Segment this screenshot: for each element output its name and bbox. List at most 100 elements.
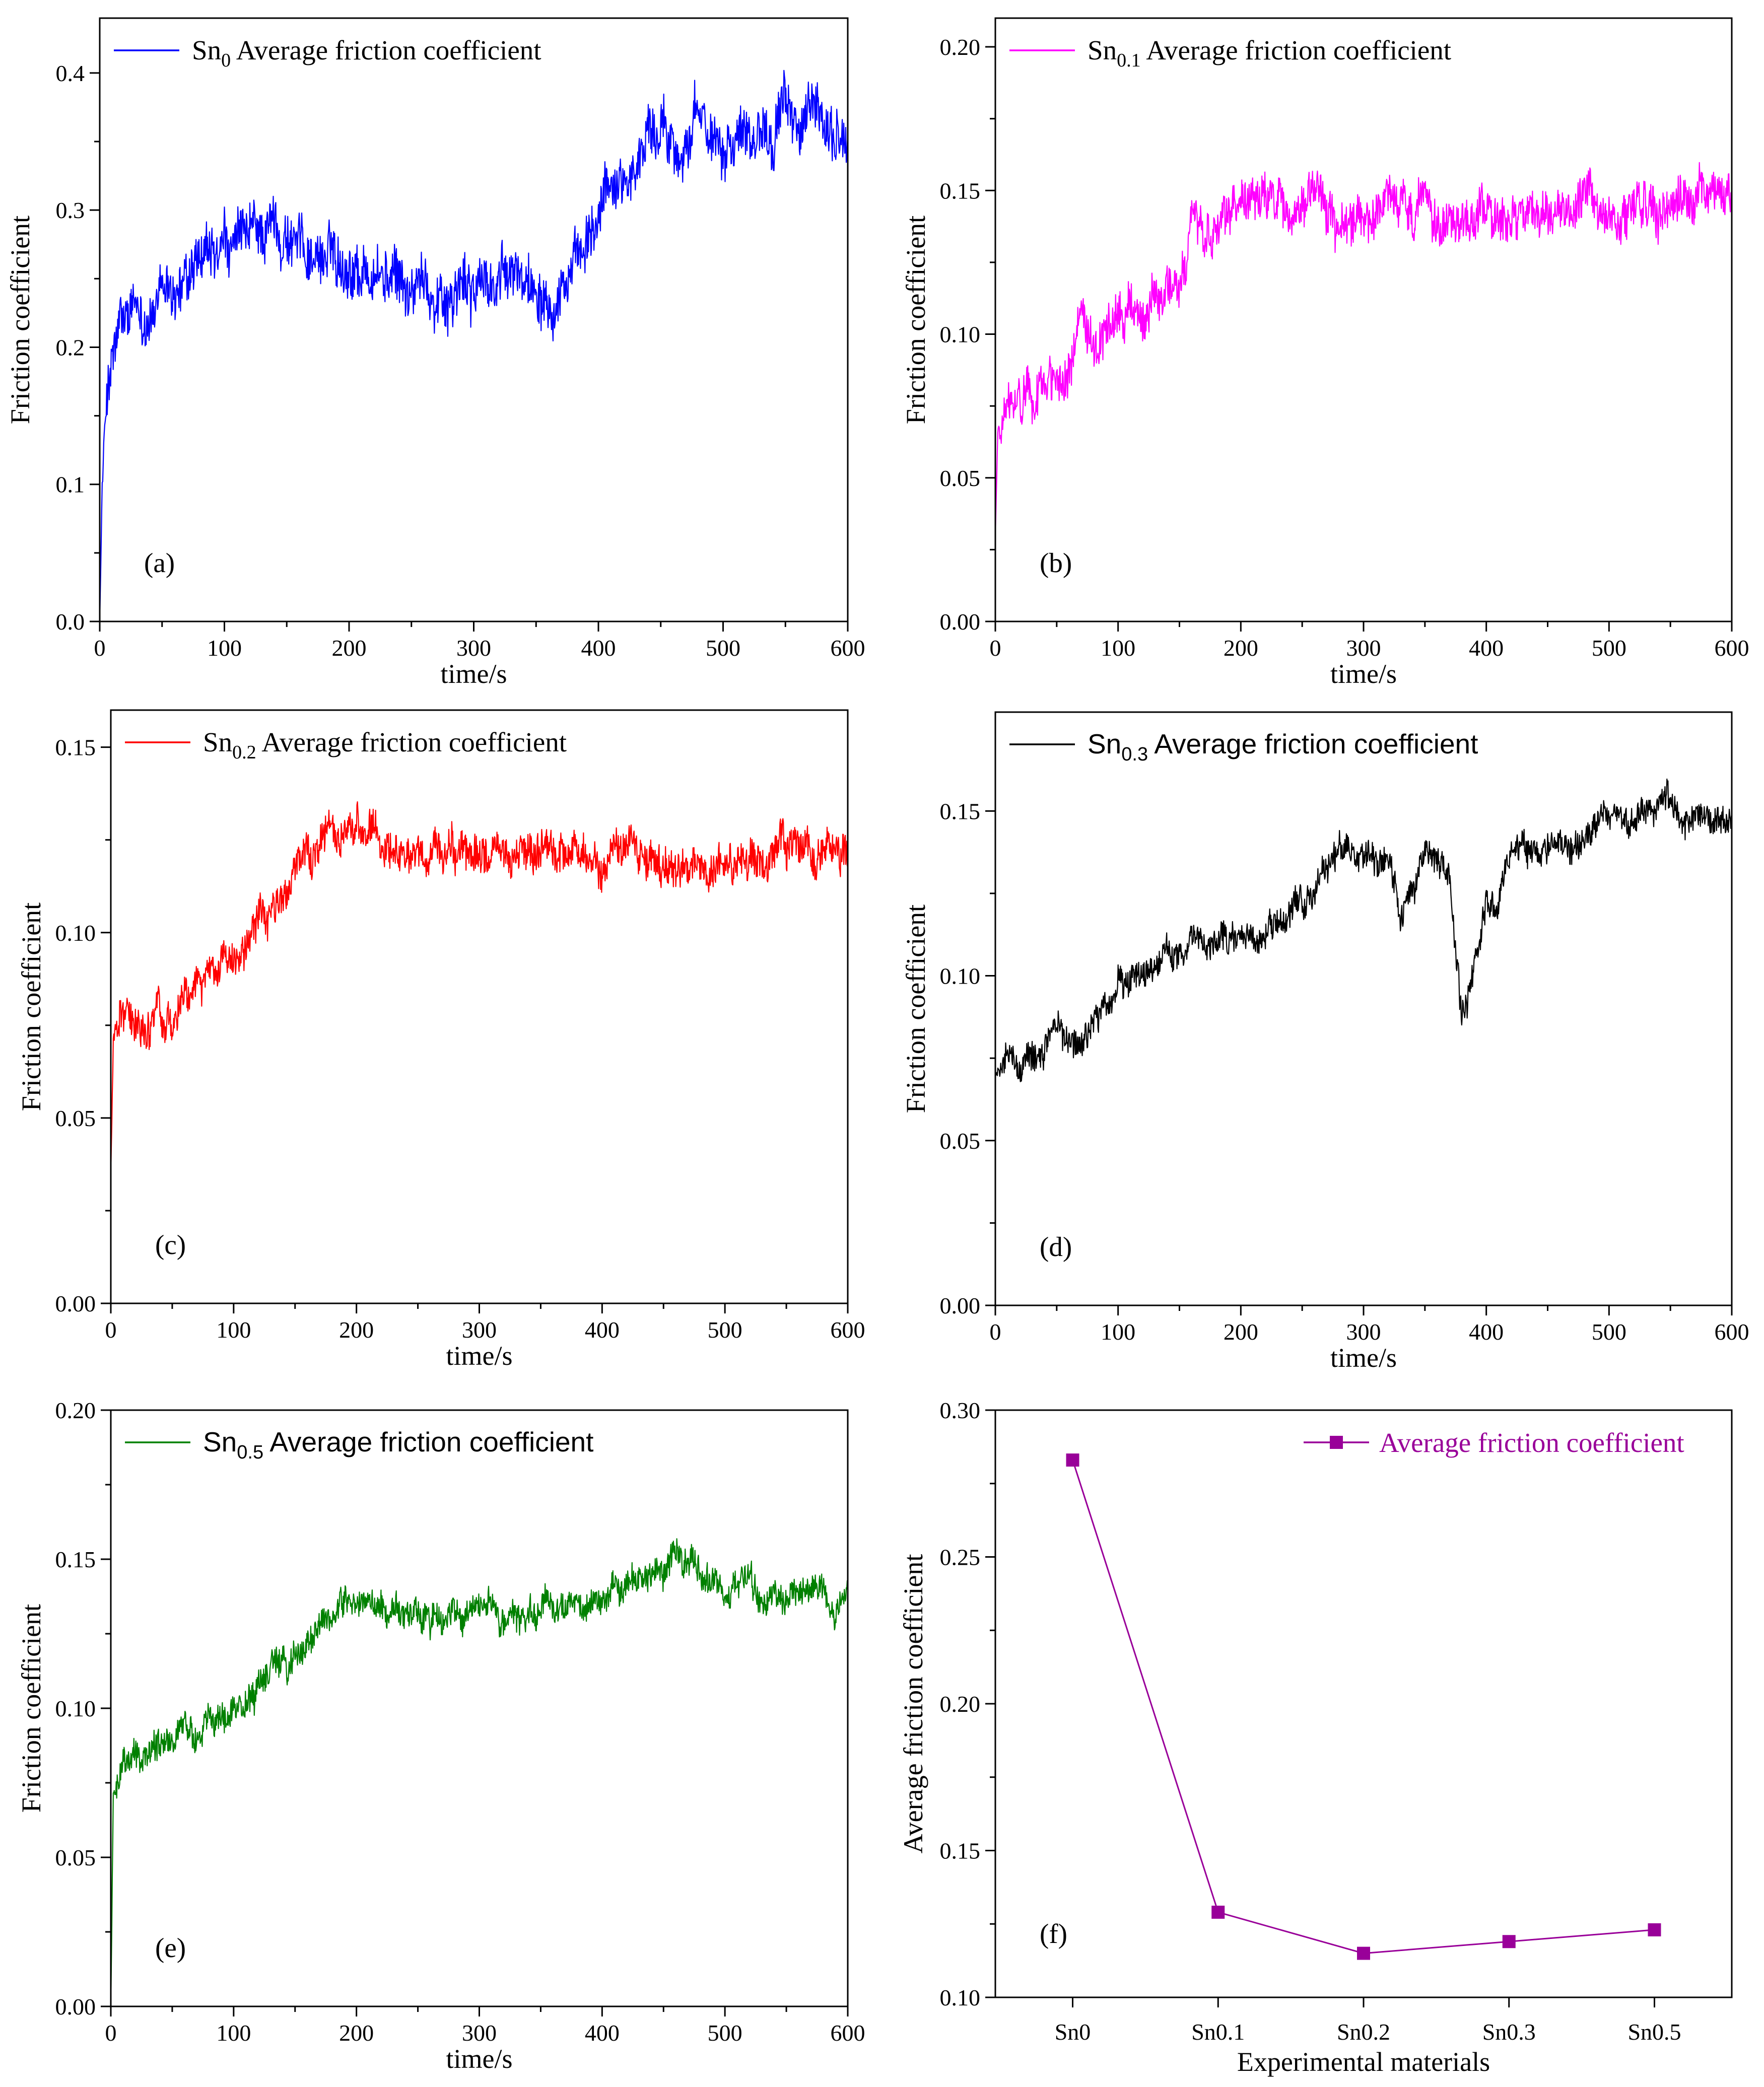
y-tick-label-e: 0.15 [55,1547,96,1572]
y-axis-label-f: Average friction coefficient [898,1554,928,1854]
legend-label-c: Sn0.2 Average friction coefficient [203,727,567,763]
series-line-d [995,778,1733,1082]
y-tick-label-e: 0.05 [55,1845,96,1870]
series-line-a [99,69,849,622]
x-tick-label-e: 600 [831,2020,865,2046]
y-tick-label-a: 0.0 [56,609,85,635]
x-tick-label-a: 0 [94,635,106,661]
x-tick-label-d: 0 [990,1319,1001,1345]
y-tick-label-d: 0.05 [940,1128,981,1154]
x-tick-label-a: 500 [706,635,740,661]
plot-frame-c [110,709,849,1304]
x-tick-label-b: 200 [1224,635,1258,661]
data-point-sn0-1 [1211,1905,1225,1919]
y-tick-label-d: 0.15 [940,798,981,824]
y-tick-label-b: 0.05 [940,465,981,491]
panel-b: 0.00 0.05 0.10 0.15 0.20 0 100 200 300 400 500 600 t… [901,17,1749,689]
data-point-sn0-3 [1502,1935,1516,1949]
x-tick-label-c: 0 [105,1317,117,1343]
y-tick-label-e: 0.00 [55,1994,96,2020]
x-tick-label-a: 400 [581,635,616,661]
x-tick-label-d: 100 [1101,1319,1135,1345]
panel-tag-b: (b) [1040,547,1072,578]
x-axis-label-d: time/s [1330,1343,1397,1373]
y-tick-label-a: 0.2 [56,334,85,360]
series-line-b [994,162,1733,535]
x-tick-label-e: 0 [105,2020,117,2046]
y-tick-label-f: 0.15 [940,1838,981,1864]
y-tick-label-b: 0.15 [940,178,981,203]
legend-label-f: Average friction coefficient [1379,1427,1684,1458]
legend-label-d: Sn0.3 Average friction coefficient [1088,728,1478,765]
y-axis-label-c: Friction coefficient [16,902,46,1111]
y-tick-label-a: 0.4 [56,60,85,86]
x-tick-label-a: 100 [207,635,242,661]
x-axis-label-e: time/s [446,2044,513,2074]
x-tick-label-f: Sn0.5 [1627,2019,1681,2045]
data-point-sn0-5 [1648,1923,1661,1936]
panel-c: 0.00 0.05 0.10 0.15 0 100 200 300 400 500 600 time/… [16,709,865,1371]
series-line-c [110,801,849,1174]
x-tick-label-d: 400 [1469,1319,1504,1345]
y-tick-label-f: 0.25 [940,1545,981,1570]
panel-a: 0.0 0.1 0.2 0.3 0.4 0 100 200 300 400 500 600 time/s… [5,17,865,689]
y-tick-label-c: 0.05 [55,1105,96,1131]
panel-tag-a: (a) [144,547,175,578]
x-tick-label-f: Sn0.2 [1337,2019,1390,2045]
x-tick-label-f: Sn0.1 [1191,2019,1245,2045]
y-tick-label-c: 0.00 [55,1291,96,1316]
panel-tag-c: (c) [155,1229,186,1260]
x-axis-label-f: Experimental materials [1237,2047,1490,2077]
y-tick-label-b: 0.10 [940,322,981,347]
x-tick-label-f: Sn0.3 [1482,2019,1536,2045]
y-tick-label-f: 0.20 [940,1691,981,1717]
panel-tag-d: (d) [1040,1231,1072,1262]
x-tick-label-c: 300 [462,1317,497,1343]
y-tick-label-e: 0.10 [55,1696,96,1721]
data-point-sn0-2 [1357,1946,1370,1960]
legend-label-b: Sn0.1 Average friction coefficient [1088,35,1451,71]
y-tick-label-b: 0.00 [940,609,981,635]
y-axis-label-b: Friction coefficient [901,216,931,424]
x-tick-label-e: 400 [585,2020,620,2046]
x-tick-label-c: 100 [216,1317,251,1343]
x-tick-label-a: 600 [831,635,865,661]
x-tick-label-e: 500 [708,2020,742,2046]
x-axis-label-c: time/s [446,1341,513,1371]
x-tick-label-d: 500 [1592,1319,1626,1345]
x-tick-label-d: 200 [1224,1319,1258,1345]
x-tick-label-c: 600 [831,1317,865,1343]
y-tick-label-c: 0.10 [55,920,96,946]
y-tick-label-d: 0.00 [940,1293,981,1318]
y-tick-label-c: 0.15 [55,735,96,760]
series-line-f [1072,1459,1655,1955]
series-line-e [110,1538,849,2007]
y-axis-label-e: Friction coefficient [16,1604,46,1813]
plot-frame-a [99,17,849,622]
x-tick-label-d: 600 [1715,1319,1749,1345]
x-tick-label-c: 500 [708,1317,742,1343]
x-tick-label-b: 300 [1346,635,1381,661]
x-tick-label-a: 300 [456,635,491,661]
y-tick-label-f: 0.30 [940,1398,981,1423]
legend-label-e: Sn0.5 Average friction coefficient [203,1426,593,1463]
y-tick-label-e: 0.20 [55,1398,96,1423]
x-tick-label-e: 200 [339,2020,374,2046]
y-axis-label-a: Friction coefficient [5,216,35,424]
x-tick-label-e: 300 [462,2020,497,2046]
x-tick-label-c: 400 [585,1317,620,1343]
x-tick-label-b: 600 [1715,635,1749,661]
x-tick-label-b: 400 [1469,635,1504,661]
x-tick-label-d: 300 [1346,1319,1381,1345]
y-tick-label-d: 0.10 [940,963,981,989]
y-tick-label-a: 0.3 [56,197,85,223]
x-tick-label-b: 100 [1101,635,1135,661]
y-axis-label-d: Friction coefficient [901,905,931,1113]
plot-frame-e [110,1409,849,2007]
panel-tag-e: (e) [155,1932,186,1963]
y-tick-label-f: 0.10 [940,1985,981,2010]
legend-label-a: Sn0 Average friction coefficient [192,35,541,71]
x-tick-label-b: 500 [1592,635,1626,661]
panel-f: 0.10 0.15 0.20 0.25 0.30 Sn0 Sn0.1 Sn0.2 Sn0.3 Sn… [898,1398,1733,2077]
